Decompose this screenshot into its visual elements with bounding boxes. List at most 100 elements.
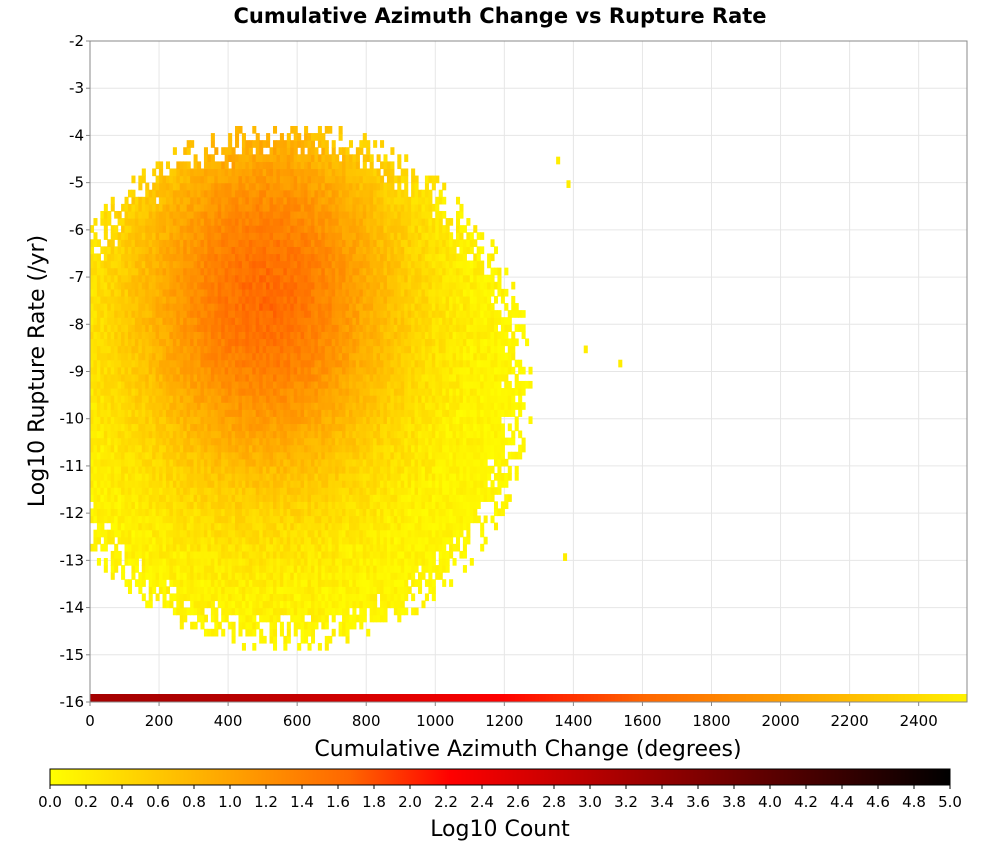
heatmap-cell: [200, 267, 205, 276]
heatmap-cell: [190, 232, 195, 240]
heatmap-cell: [310, 380, 316, 389]
heatmap-cell: [262, 154, 267, 162]
heatmap-cell: [297, 267, 302, 276]
heatmap-cell: [300, 579, 305, 587]
heatmap-cell: [235, 182, 240, 191]
heatmap-cell: [203, 501, 208, 510]
heatmap-cell: [117, 331, 122, 340]
heatmap-cell: [238, 458, 243, 467]
heatmap-cell: [183, 161, 188, 170]
heatmap-cell: [317, 154, 322, 162]
heatmap-cell: [107, 295, 112, 304]
heatmap-cell: [355, 274, 360, 283]
heatmap-cell: [342, 331, 347, 340]
heatmap-cell: [276, 210, 281, 219]
heatmap-cell: [324, 458, 329, 467]
heatmap-cell: [269, 331, 274, 340]
heatmap-cell: [345, 600, 350, 609]
heatmap-cell: [259, 487, 264, 495]
heatmap-cell: [200, 444, 205, 453]
heatmap-cell: [342, 586, 347, 594]
heatmap-cell: [214, 232, 219, 240]
heatmap-cell: [228, 465, 233, 474]
heatmap-cell: [214, 572, 219, 580]
heatmap-cell: [145, 543, 150, 552]
heatmap-cell: [228, 260, 233, 269]
heatmap-cell: [293, 586, 298, 594]
heatmap-cell: [310, 295, 316, 304]
heatmap-cell: [348, 324, 354, 332]
heatmap-cell: [228, 317, 233, 325]
heatmap-cell: [266, 210, 271, 219]
heatmap-cell: [138, 210, 143, 219]
heatmap-cell: [134, 288, 139, 297]
heatmap-cell: [200, 409, 205, 417]
heatmap-cell: [297, 522, 302, 531]
heatmap-cell: [300, 388, 305, 396]
heatmap-cell: [276, 324, 281, 332]
heatmap-cell: [228, 154, 233, 162]
heatmap-cell: [304, 529, 309, 538]
heatmap-cell: [266, 373, 271, 382]
heatmap-cell: [352, 161, 357, 170]
heatmap-cell: [214, 168, 219, 177]
heatmap-cell: [238, 281, 243, 290]
heatmap-cell: [197, 550, 202, 559]
heatmap-cell: [169, 437, 174, 446]
heatmap-cell: [307, 225, 312, 233]
heatmap-cell: [293, 529, 298, 538]
heatmap-cell: [127, 558, 133, 566]
heatmap-cell: [317, 409, 322, 417]
heatmap-cell: [283, 203, 288, 212]
heatmap-cell: [148, 558, 153, 566]
heatmap-cell: [203, 373, 208, 382]
heatmap-cell: [248, 565, 253, 573]
heatmap-cell: [148, 416, 153, 425]
heatmap-cell: [335, 501, 340, 510]
heatmap-cell: [100, 281, 105, 290]
heatmap-cell: [155, 274, 160, 283]
heatmap-cell: [252, 529, 257, 538]
heatmap-cell: [252, 324, 257, 332]
heatmap-cell: [286, 324, 291, 332]
heatmap-cell: [159, 203, 164, 212]
heatmap-cell: [141, 515, 146, 524]
heatmap-cell: [307, 203, 312, 212]
heatmap-cell: [141, 437, 146, 446]
heatmap-cell: [266, 267, 271, 276]
heatmap-cell: [345, 614, 350, 623]
heatmap-cell: [290, 225, 295, 233]
heatmap-cell: [155, 232, 160, 240]
heatmap-cell: [162, 253, 167, 262]
heatmap-cell: [317, 232, 322, 240]
heatmap-cell: [286, 373, 291, 382]
heatmap-cell: [345, 345, 350, 354]
heatmap-cell: [197, 225, 202, 233]
heatmap-cell: [342, 536, 347, 545]
heatmap-cell: [324, 430, 329, 439]
heatmap-cell: [176, 423, 181, 432]
heatmap-cell: [110, 458, 115, 467]
heatmap-cell: [324, 508, 329, 517]
heatmap-cell: [207, 593, 212, 602]
heatmap-cell: [93, 260, 98, 269]
heatmap-cell: [100, 380, 105, 389]
heatmap-cell: [248, 260, 253, 269]
heatmap-cell: [200, 253, 205, 262]
heatmap-cell: [348, 203, 354, 212]
heatmap-cell: [262, 543, 267, 552]
heatmap-cell: [307, 388, 312, 396]
heatmap-cell: [238, 239, 243, 247]
heatmap-cell: [328, 345, 333, 354]
heatmap-cell: [193, 352, 198, 361]
heatmap-cell: [290, 345, 295, 354]
heatmap-cell: [134, 558, 139, 566]
heatmap-cell: [328, 458, 333, 467]
heatmap-cell: [338, 529, 343, 538]
heatmap-cell: [238, 614, 243, 623]
heatmap-cell: [252, 558, 257, 566]
heatmap-cell: [179, 621, 184, 630]
heatmap-cell: [138, 402, 143, 410]
heatmap-cell: [110, 529, 115, 538]
heatmap-cell: [310, 281, 316, 290]
